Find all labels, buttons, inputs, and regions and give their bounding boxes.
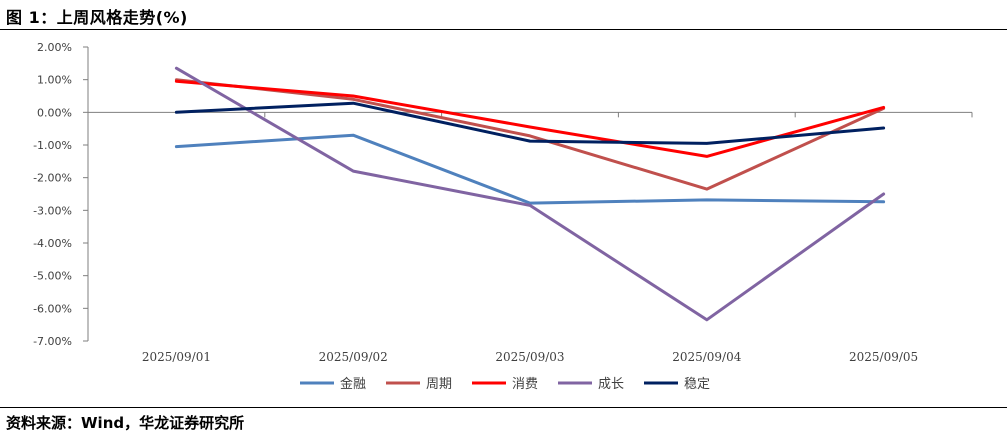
x-tick-label: 2025/09/04 [672, 350, 742, 364]
y-tick-label: -1.00% [33, 139, 72, 152]
y-tick-label: -7.00% [33, 335, 72, 348]
y-axis: 2.00% 1.00% 0.00% -1.00% -2.00% -3.00% -4.00% -… [33, 41, 89, 348]
y-tick-label: -4.00% [33, 237, 72, 250]
y-tick-label: 2.00% [37, 41, 72, 54]
legend-label: 成长 [598, 377, 624, 392]
series-line-1 [174, 133, 886, 205]
x-tick-label: 2025/09/02 [319, 350, 388, 364]
source-rule [0, 407, 1007, 408]
x-tick-label: 2025/09/03 [495, 350, 564, 364]
legend-label: 周期 [426, 377, 452, 392]
x-axis: 2025/09/01 2025/09/02 2025/09/03 2025/09/04… [87, 111, 973, 364]
legend-label: 稳定 [684, 376, 710, 392]
legend: 金融 周期 消费 成长 稳定 [300, 376, 710, 392]
x-tick-label: 2025/09/01 [142, 350, 211, 364]
series-line-4 [174, 66, 886, 322]
legend-label: 消费 [512, 377, 538, 392]
series-line-3 [174, 79, 886, 158]
line-chart: 2.00% 1.00% 0.00% -1.00% -2.00% -3.00% -4.00% -… [33, 41, 973, 392]
series-line-5 [174, 101, 886, 145]
y-tick-label: -3.00% [33, 204, 72, 217]
y-tick-label: 1.00% [37, 74, 72, 87]
y-tick-label: -5.00% [33, 270, 72, 283]
legend-label: 金融 [340, 376, 366, 392]
series-lines [174, 66, 886, 322]
y-tick-label: -6.00% [33, 302, 72, 315]
x-tick-label: 2025/09/05 [849, 350, 918, 364]
title-rule [0, 29, 1007, 30]
y-tick-label: 0.00% [37, 106, 72, 119]
y-tick-label: -2.00% [33, 172, 72, 185]
figure-title: 图 1：上周风格走势(%) [6, 8, 188, 27]
series-line-2 [174, 78, 886, 191]
source-note: 资料来源：Wind，华龙证券研究所 [6, 414, 245, 432]
